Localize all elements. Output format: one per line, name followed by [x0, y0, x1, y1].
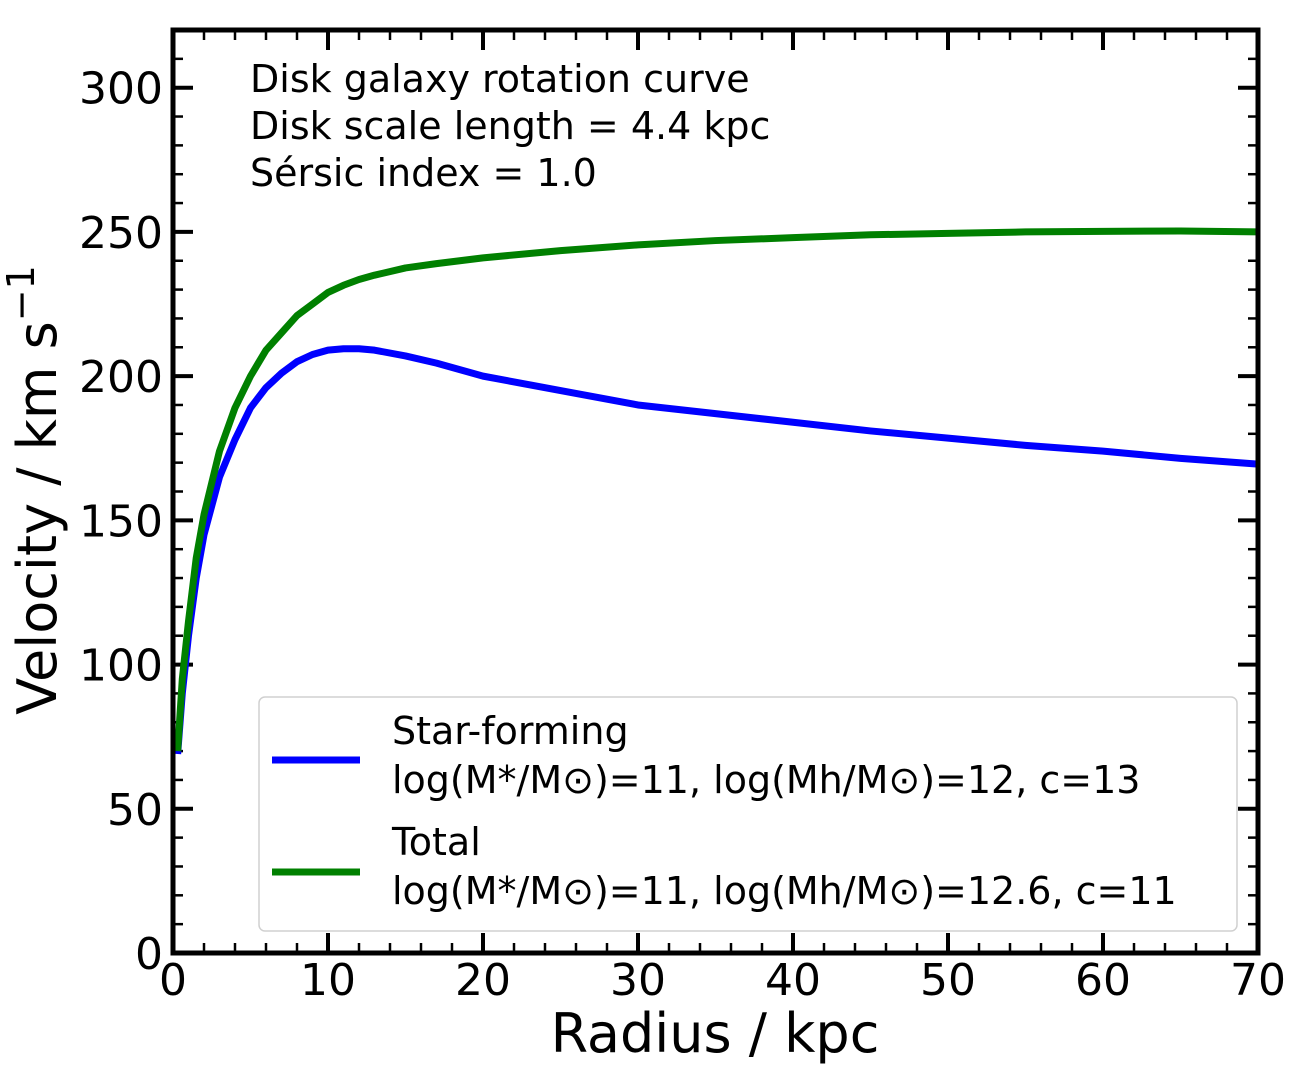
tick-labels: 0 10 20 30 40 50 60 70 0 50 100 150 200 250 300 — [79, 64, 1286, 1006]
x-tick-label: 20 — [455, 955, 511, 1006]
annotation-line-1: Disk galaxy rotation curve — [250, 57, 750, 101]
x-tick-label: 50 — [920, 955, 976, 1006]
legend-label-total: Total — [391, 820, 481, 864]
annotation-line-3: Sérsic index = 1.0 — [250, 151, 597, 195]
y-tick-label: 50 — [107, 785, 163, 836]
x-axis-label: Radius / kpc — [551, 1002, 880, 1065]
y-tick-label: 250 — [79, 208, 163, 259]
y-axis-label-exponent: −1 — [0, 265, 43, 321]
y-axis-label-main: Velocity / km s — [6, 321, 69, 715]
plot-frame — [170, 27, 1261, 956]
y-tick-label: 0 — [135, 929, 163, 980]
y-axis-label: Velocity / km s−1 — [0, 265, 69, 715]
legend-label-star-forming: Star-forming — [392, 709, 629, 753]
x-tick-label: 30 — [610, 955, 666, 1006]
legend-detail-star-forming: log(M*/M⊙)=11, log(Mh/M⊙)=12, c=13 — [392, 758, 1140, 802]
x-tick-label: 40 — [765, 955, 821, 1006]
x-tick-label: 10 — [300, 955, 356, 1006]
y-tick-label: 200 — [79, 352, 163, 403]
y-tick-label: 150 — [79, 496, 163, 547]
legend: Star-forming log(M*/M⊙)=11, log(Mh/M⊙)=1… — [258, 696, 1238, 932]
y-tick-label: 100 — [79, 641, 163, 692]
legend-detail-total: log(M*/M⊙)=11, log(Mh/M⊙)=12.6, c=11 — [392, 869, 1177, 913]
x-tick-label: 0 — [159, 955, 187, 1006]
series-layer — [174, 227, 1259, 755]
legend-box — [258, 696, 1238, 932]
x-tick-label: 60 — [1075, 955, 1131, 1006]
y-tick-label: 300 — [79, 64, 163, 115]
annotation-block: Disk galaxy rotation curve Disk scale le… — [250, 57, 770, 195]
x-tick-label: 70 — [1230, 955, 1286, 1006]
annotation-line-2: Disk scale length = 4.4 kpc — [250, 104, 770, 148]
